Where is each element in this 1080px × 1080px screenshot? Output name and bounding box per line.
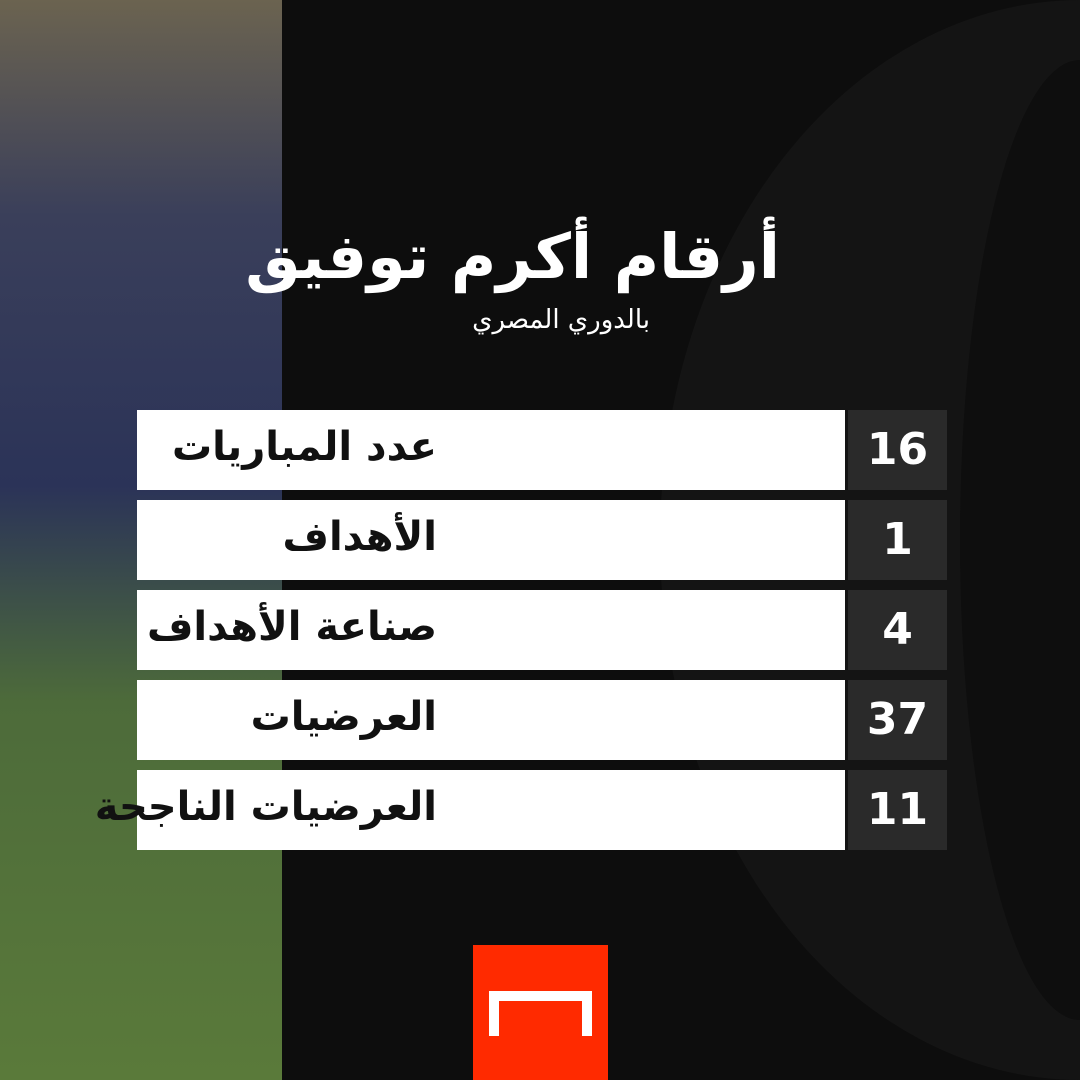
page-title: أرقام أكرم توفيق xyxy=(245,220,780,293)
stat-row: عدد المباريات 16 xyxy=(137,410,947,490)
stat-label: صناعة الأهداف xyxy=(146,604,437,650)
stat-value: 1 xyxy=(848,500,947,580)
stat-label-box: عدد المباريات xyxy=(137,410,845,490)
stat-value: 4 xyxy=(848,590,947,670)
stat-row: العرضيات 37 xyxy=(137,680,947,760)
stat-row: العرضيات الناجحة 11 xyxy=(95,770,947,850)
stat-row: صناعة الأهداف 4 xyxy=(137,590,947,670)
stat-label: العرضيات الناجحة xyxy=(94,784,437,830)
stat-label-box: الأهداف xyxy=(137,500,845,580)
goal-icon xyxy=(489,991,592,1036)
stat-value: 11 xyxy=(848,770,947,850)
stat-label-box: صناعة الأهداف xyxy=(137,590,845,670)
stat-label-box: العرضيات الناجحة xyxy=(95,770,845,850)
stat-label-box: العرضيات xyxy=(137,680,845,760)
stat-label: العرضيات xyxy=(250,694,437,740)
subtitle: بالدوري المصري xyxy=(472,305,650,335)
goal-logo xyxy=(473,945,608,1080)
stat-value: 37 xyxy=(848,680,947,760)
stat-row: الأهداف 1 xyxy=(137,500,947,580)
stat-label: الأهداف xyxy=(282,514,437,560)
stat-value: 16 xyxy=(848,410,947,490)
stat-label: عدد المباريات xyxy=(171,424,437,470)
